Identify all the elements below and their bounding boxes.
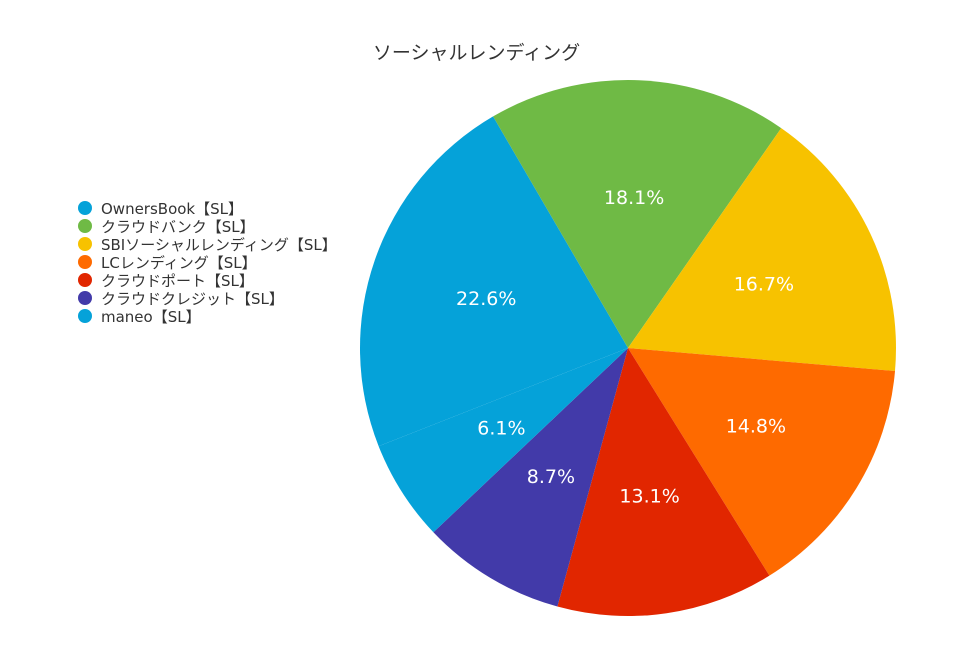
pie-slice: [433, 348, 628, 607]
pie-slice: [360, 116, 628, 447]
slice-data-label: 14.8%: [726, 416, 786, 438]
pie-slice: [378, 348, 628, 533]
legend-label: SBIソーシャルレンディング【SL】: [101, 235, 337, 254]
slice-data-label: 18.1%: [604, 187, 664, 209]
legend-item: LCレンディング【SL】: [78, 253, 337, 272]
slice-data-label: 6.1%: [477, 418, 525, 440]
legend-label: クラウドバンク【SL】: [101, 217, 255, 236]
legend-label: LCレンディング【SL】: [101, 253, 257, 272]
legend-swatch: [78, 273, 92, 287]
legend-label: maneo【SL】: [101, 307, 201, 326]
legend-item: クラウドバンク【SL】: [78, 217, 337, 236]
legend-swatch: [78, 291, 92, 305]
pie-slice: [628, 128, 897, 372]
legend-label: OwnersBook【SL】: [101, 199, 244, 218]
slice-data-label: 13.1%: [619, 486, 679, 508]
pie-slice: [557, 348, 770, 616]
legend-swatch: [78, 309, 92, 323]
legend-item: OwnersBook【SL】: [78, 199, 337, 218]
chart-title: ソーシャルレンディング: [372, 42, 581, 64]
legend-swatch: [78, 237, 92, 251]
legend-label: クラウドクレジット【SL】: [101, 289, 284, 308]
slice-data-label: 22.6%: [456, 288, 516, 310]
pie-slice: [493, 79, 782, 348]
legend-swatch: [78, 255, 92, 269]
legend-swatch: [78, 219, 92, 233]
chart-legend: OwnersBook【SL】 クラウドバンク【SL】 SBIソーシャルレンディング【…: [78, 199, 337, 326]
legend-label: クラウドポート【SL】: [101, 271, 254, 290]
slice-data-label: 16.7%: [734, 273, 794, 295]
slice-data-label: 8.7%: [527, 466, 575, 488]
legend-item: クラウドクレジット【SL】: [78, 289, 337, 308]
legend-swatch: [78, 201, 92, 215]
pie-slice: [628, 348, 896, 576]
legend-item: maneo【SL】: [78, 307, 337, 326]
legend-item: クラウドポート【SL】: [78, 271, 337, 290]
legend-item: SBIソーシャルレンディング【SL】: [78, 235, 337, 254]
